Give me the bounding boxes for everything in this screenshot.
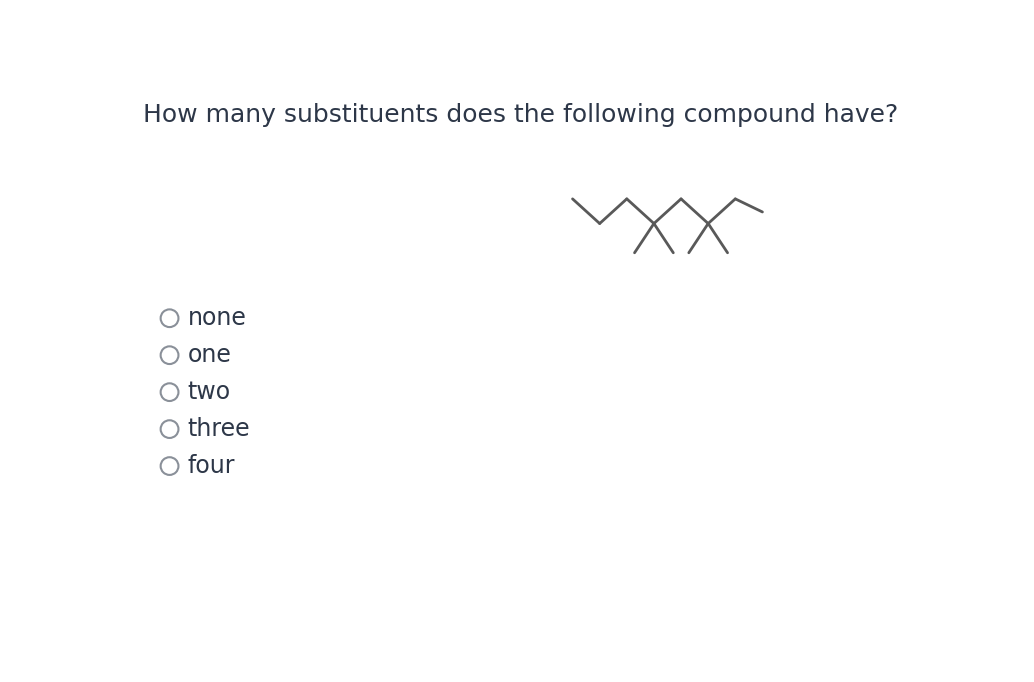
Text: two: two bbox=[187, 380, 231, 404]
Text: one: one bbox=[187, 343, 232, 367]
Text: three: three bbox=[187, 417, 250, 441]
Text: four: four bbox=[187, 454, 235, 478]
Text: none: none bbox=[187, 306, 246, 330]
Text: How many substituents does the following compound have?: How many substituents does the following… bbox=[143, 102, 899, 127]
